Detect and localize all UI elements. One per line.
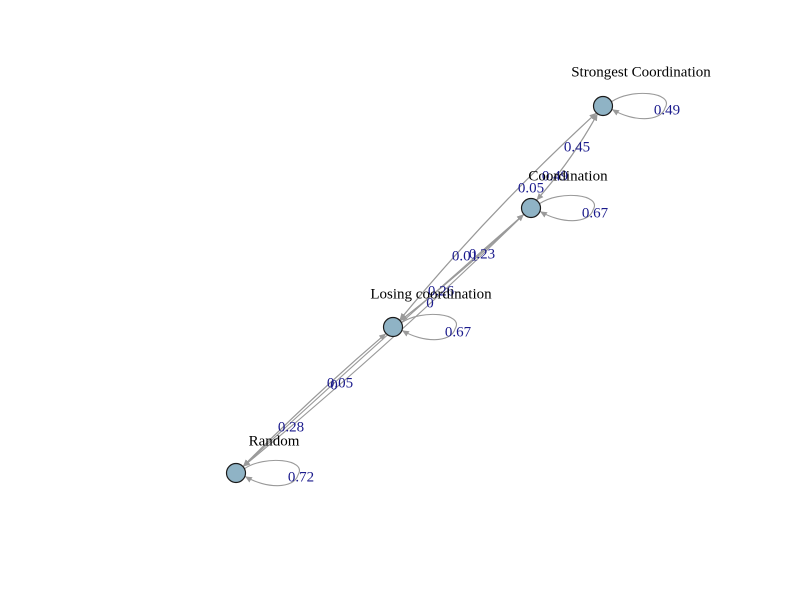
edge-label-coordination-to-random: 0.28 <box>278 419 304 435</box>
edge-label-coordination-to-coordination: 0.67 <box>582 205 609 221</box>
edge-label-strongest-to-coordination: 0.49 <box>542 168 568 184</box>
edge-label-random-to-coordination: 0 <box>426 295 434 311</box>
node-label-coordination: Coordination <box>528 168 608 184</box>
labels-layer: 0.490.670.670.720.450.490.050.010.230.26… <box>249 64 712 485</box>
edge-label-strongest-to-losing: 0.05 <box>518 180 544 196</box>
edge-label-random-to-losing: 0 <box>330 377 338 393</box>
node-random <box>225 462 247 484</box>
edge-label-losing-to-strongest: 0.01 <box>452 248 478 264</box>
edge-coordination-to-random <box>242 213 525 468</box>
edge-label-coordination-to-losing: 0.26 <box>428 283 455 299</box>
edge-label-losing-to-losing: 0.67 <box>445 324 472 340</box>
edge-label-strongest-to-strongest: 0.49 <box>654 102 680 118</box>
edge-coordination-to-strongest <box>536 113 599 201</box>
node-label-strongest: Strongest Coordination <box>571 64 711 80</box>
edge-label-losing-to-coordination: 0.23 <box>469 246 495 262</box>
nodes-layer <box>225 95 614 484</box>
node-coordination <box>520 197 542 219</box>
edge-strongest-to-strongest <box>611 92 668 120</box>
edge-losing-to-strongest <box>399 112 597 321</box>
edge-label-losing-to-random: 0.05 <box>327 375 353 391</box>
node-strongest <box>592 95 614 117</box>
edge-label-coordination-to-strongest: 0.45 <box>564 139 590 155</box>
edge-random-to-random <box>244 459 301 487</box>
edge-coordination-to-coordination <box>539 194 596 222</box>
node-label-random: Random <box>249 433 300 449</box>
edge-random-to-losing <box>242 333 387 467</box>
edge-strongest-to-coordination <box>536 113 599 201</box>
edges-layer <box>242 92 668 487</box>
node-losing <box>382 316 404 338</box>
edge-label-random-to-random: 0.72 <box>288 469 314 485</box>
edge-losing-to-losing <box>401 313 458 341</box>
node-label-losing: Losing coordination <box>370 286 492 302</box>
